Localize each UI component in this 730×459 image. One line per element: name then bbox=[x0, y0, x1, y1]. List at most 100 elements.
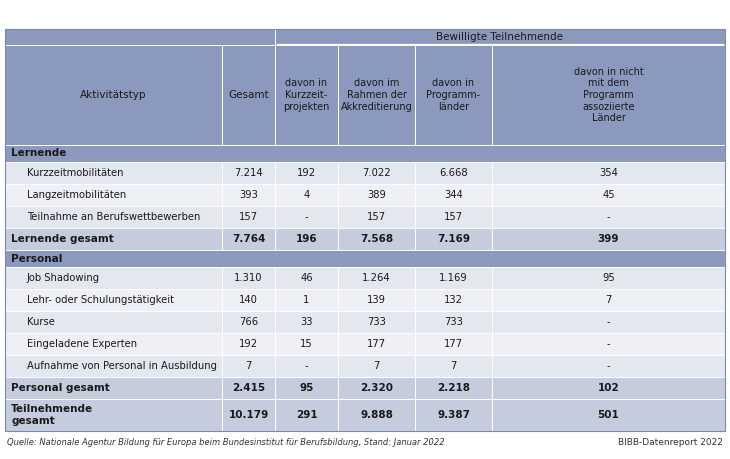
Text: 2.320: 2.320 bbox=[360, 383, 393, 393]
Bar bbox=[275, 311, 338, 333]
Bar bbox=[275, 355, 338, 377]
Bar bbox=[275, 377, 338, 399]
Text: -: - bbox=[607, 317, 610, 327]
Bar bbox=[415, 289, 492, 311]
Bar bbox=[5, 29, 275, 45]
Bar bbox=[492, 377, 725, 399]
Text: 7.764: 7.764 bbox=[232, 234, 265, 244]
Bar bbox=[222, 399, 275, 431]
Bar bbox=[415, 333, 492, 355]
Bar bbox=[5, 355, 222, 377]
Bar bbox=[338, 377, 415, 399]
Bar bbox=[415, 162, 492, 184]
Text: 7: 7 bbox=[605, 295, 612, 305]
Bar bbox=[338, 45, 415, 145]
Bar bbox=[222, 355, 275, 377]
Bar bbox=[222, 184, 275, 206]
Bar bbox=[275, 289, 338, 311]
Bar bbox=[5, 145, 725, 162]
Bar bbox=[275, 267, 338, 289]
Bar bbox=[338, 228, 415, 250]
Text: -: - bbox=[304, 361, 308, 371]
Bar bbox=[415, 184, 492, 206]
Text: 733: 733 bbox=[367, 317, 386, 327]
Bar bbox=[492, 267, 725, 289]
Bar bbox=[492, 333, 725, 355]
Bar bbox=[415, 311, 492, 333]
Text: davon im
Rahmen der
Akkreditierung: davon im Rahmen der Akkreditierung bbox=[341, 78, 412, 112]
Text: Bewilligte Teilnehmende: Bewilligte Teilnehmende bbox=[437, 32, 564, 42]
Bar bbox=[5, 29, 725, 431]
Text: 1.264: 1.264 bbox=[362, 273, 391, 283]
Bar bbox=[222, 289, 275, 311]
Bar bbox=[222, 45, 275, 145]
Bar bbox=[222, 311, 275, 333]
Text: Aufnahme von Personal in Ausbildung: Aufnahme von Personal in Ausbildung bbox=[27, 361, 217, 371]
Text: Langzeitmobilitäten: Langzeitmobilitäten bbox=[27, 190, 126, 200]
Text: Job Shadowing: Job Shadowing bbox=[27, 273, 100, 283]
Text: 7: 7 bbox=[245, 361, 252, 371]
Text: 140: 140 bbox=[239, 295, 258, 305]
Text: 2.218: 2.218 bbox=[437, 383, 470, 393]
Text: 9.387: 9.387 bbox=[437, 410, 470, 420]
Bar bbox=[5, 45, 222, 145]
Text: 291: 291 bbox=[296, 410, 318, 420]
Text: 389: 389 bbox=[367, 190, 386, 200]
Bar bbox=[275, 29, 725, 45]
Bar bbox=[5, 228, 222, 250]
Text: 7: 7 bbox=[373, 361, 380, 371]
Text: 157: 157 bbox=[239, 212, 258, 222]
Bar bbox=[275, 162, 338, 184]
Text: -: - bbox=[607, 212, 610, 222]
Text: 196: 196 bbox=[296, 234, 318, 244]
Bar bbox=[5, 206, 222, 228]
Text: -: - bbox=[607, 361, 610, 371]
Text: 102: 102 bbox=[598, 383, 619, 393]
Bar bbox=[222, 377, 275, 399]
Text: davon in
Kurzzeit-
projekten: davon in Kurzzeit- projekten bbox=[283, 78, 330, 112]
Text: davon in
Programm-
länder: davon in Programm- länder bbox=[426, 78, 480, 112]
Bar bbox=[5, 250, 725, 267]
Bar bbox=[275, 45, 338, 145]
Bar bbox=[492, 355, 725, 377]
Text: 15: 15 bbox=[300, 339, 313, 349]
Text: Personal gesamt: Personal gesamt bbox=[11, 383, 110, 393]
Text: 192: 192 bbox=[239, 339, 258, 349]
Bar bbox=[5, 333, 222, 355]
Text: Aktivitätstyp: Aktivitätstyp bbox=[80, 90, 147, 100]
Text: 7.568: 7.568 bbox=[360, 234, 393, 244]
Bar bbox=[415, 45, 492, 145]
Bar bbox=[5, 162, 222, 184]
Bar bbox=[338, 311, 415, 333]
Bar bbox=[5, 377, 222, 399]
Text: 192: 192 bbox=[297, 168, 316, 178]
Bar bbox=[415, 399, 492, 431]
Text: 6.668: 6.668 bbox=[439, 168, 468, 178]
Text: 10.179: 10.179 bbox=[228, 410, 269, 420]
Text: Lernende: Lernende bbox=[11, 149, 66, 158]
Text: davon in nicht
mit dem
Programm
assoziierte
Länder: davon in nicht mit dem Programm assoziie… bbox=[574, 67, 643, 123]
Text: Lernende gesamt: Lernende gesamt bbox=[11, 234, 114, 244]
Text: Quelle: Nationale Agentur Bildung für Europa beim Bundesinstitut für Berufsbildu: Quelle: Nationale Agentur Bildung für Eu… bbox=[7, 438, 445, 447]
Bar bbox=[492, 184, 725, 206]
Bar bbox=[492, 311, 725, 333]
Text: 46: 46 bbox=[300, 273, 313, 283]
Bar bbox=[338, 267, 415, 289]
Text: 132: 132 bbox=[444, 295, 463, 305]
Bar bbox=[492, 206, 725, 228]
Text: 399: 399 bbox=[598, 234, 619, 244]
Text: 354: 354 bbox=[599, 168, 618, 178]
Text: 45: 45 bbox=[602, 190, 615, 200]
Text: Personal: Personal bbox=[11, 253, 62, 263]
Bar bbox=[5, 184, 222, 206]
Bar bbox=[338, 206, 415, 228]
Text: 139: 139 bbox=[367, 295, 386, 305]
Text: 2.415: 2.415 bbox=[232, 383, 265, 393]
Text: 344: 344 bbox=[444, 190, 463, 200]
Bar bbox=[275, 399, 338, 431]
Bar bbox=[5, 311, 222, 333]
Text: 177: 177 bbox=[444, 339, 463, 349]
Text: Kurzzeitmobilitäten: Kurzzeitmobilitäten bbox=[27, 168, 123, 178]
Bar bbox=[415, 206, 492, 228]
Text: 7: 7 bbox=[450, 361, 457, 371]
